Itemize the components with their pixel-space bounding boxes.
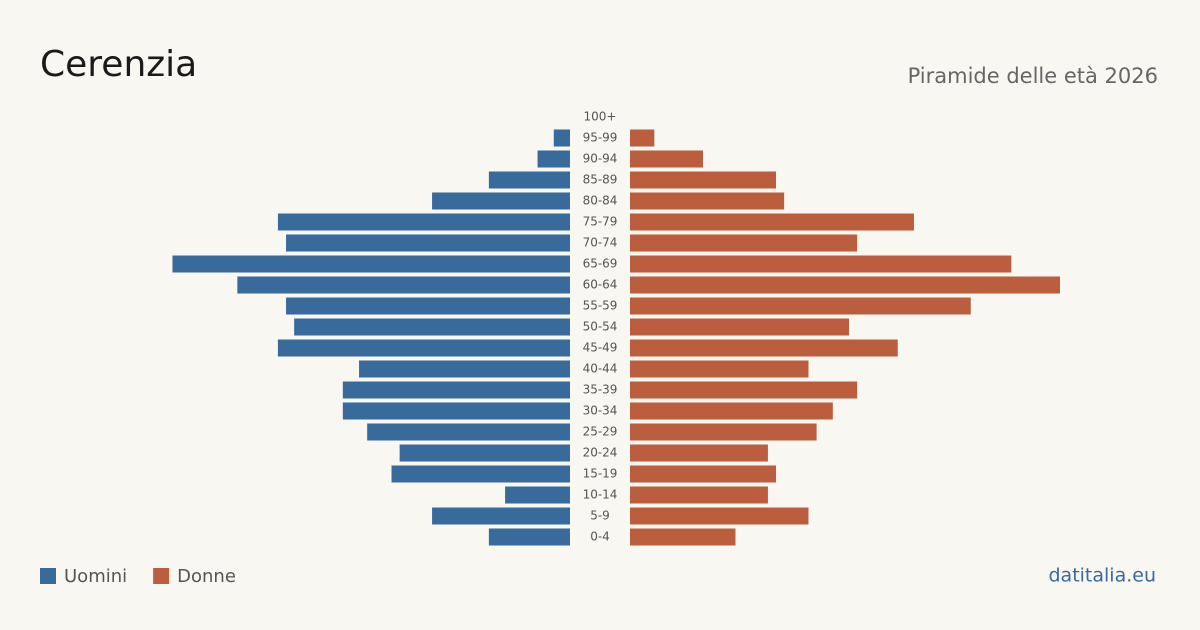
age-label: 85-89: [583, 173, 618, 187]
male-bar: [277, 213, 570, 231]
male-bar: [359, 360, 570, 378]
female-bar: [630, 423, 817, 441]
male-bar: [367, 423, 570, 441]
age-label: 65-69: [583, 257, 618, 271]
age-label: 5-9: [590, 509, 610, 523]
female-bar: [630, 360, 809, 378]
age-label: 90-94: [583, 152, 618, 166]
male-bar: [342, 402, 570, 420]
legend-label: Donne: [177, 566, 236, 587]
female-bar: [630, 486, 768, 504]
age-label: 15-19: [583, 467, 618, 481]
female-bar: [630, 339, 898, 357]
legend-swatch: [40, 568, 56, 584]
female-bar: [630, 381, 858, 399]
age-label: 25-29: [583, 425, 618, 439]
female-bar: [630, 150, 704, 168]
female-bar: [630, 234, 858, 252]
male-bar: [391, 465, 570, 483]
age-label: 50-54: [583, 320, 618, 334]
male-bar: [505, 486, 570, 504]
female-bar: [630, 465, 777, 483]
legend-swatch: [153, 568, 170, 584]
male-bar: [553, 129, 570, 147]
chart-subtitle: Piramide delle età 2026: [908, 64, 1158, 88]
male-bar: [172, 255, 571, 273]
male-bar: [237, 276, 570, 294]
age-label: 35-39: [583, 383, 618, 397]
source: datitalia.eu: [1049, 565, 1157, 587]
age-label: 60-64: [583, 278, 618, 292]
age-label: 100+: [584, 110, 617, 124]
male-bar: [537, 150, 570, 168]
age-label: 75-79: [583, 215, 618, 229]
female-bar: [630, 507, 809, 525]
male-bar: [294, 318, 570, 336]
age-label: 10-14: [583, 488, 618, 502]
female-bar: [630, 192, 785, 210]
male-bar: [277, 339, 570, 357]
female-bar: [630, 528, 736, 546]
female-bar: [630, 171, 777, 189]
male-bar: [286, 234, 570, 252]
female-bar: [630, 129, 655, 147]
age-label: 40-44: [583, 362, 618, 376]
female-bar: [630, 297, 971, 315]
female-bar: [630, 402, 833, 420]
female-bar: [630, 444, 768, 462]
female-bar: [630, 255, 1012, 273]
male-bar: [342, 381, 570, 399]
age-label: 45-49: [583, 341, 618, 355]
age-label: 70-74: [583, 236, 618, 250]
male-bar: [432, 507, 570, 525]
age-label: 95-99: [583, 131, 618, 145]
legend-label: Uomini: [64, 566, 127, 587]
male-bar: [432, 192, 570, 210]
female-bar: [630, 276, 1060, 294]
age-label: 80-84: [583, 194, 618, 208]
chart-title: Cerenzia: [40, 44, 197, 85]
male-bar: [286, 297, 570, 315]
female-bar: [630, 318, 850, 336]
male-bar: [488, 528, 570, 546]
age-label: 55-59: [583, 299, 618, 313]
female-bar: [630, 213, 914, 231]
male-bar: [399, 444, 570, 462]
male-bar: [488, 171, 570, 189]
age-label: 0-4: [590, 530, 610, 544]
age-label: 20-24: [583, 446, 618, 460]
age-label: 30-34: [583, 404, 618, 418]
